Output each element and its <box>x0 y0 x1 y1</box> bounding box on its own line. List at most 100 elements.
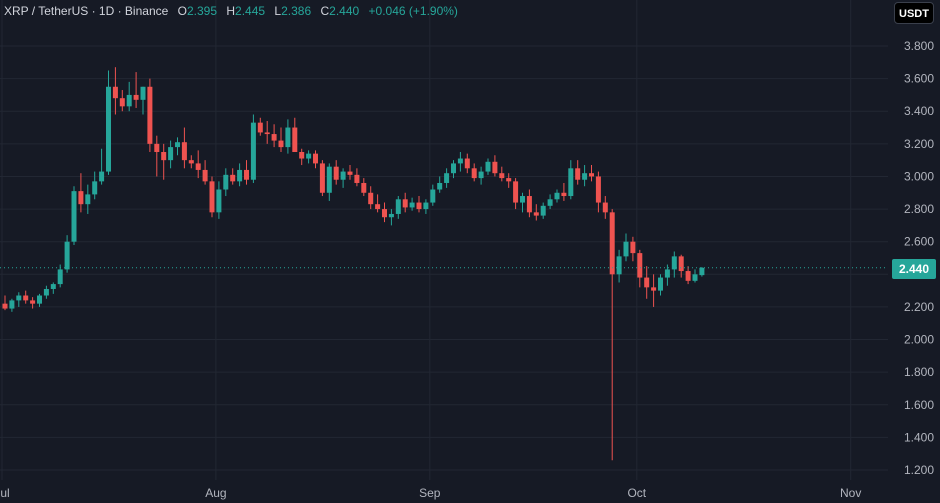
candle <box>354 168 360 187</box>
candle-body <box>382 209 387 218</box>
candle <box>651 274 657 307</box>
candle-body <box>209 181 215 213</box>
candle <box>209 176 215 218</box>
candle <box>306 150 312 164</box>
y-tick-label: 1.600 <box>904 398 934 412</box>
currency-button[interactable]: USDT <box>894 2 934 24</box>
candle-body <box>609 212 615 275</box>
candle-body <box>478 171 484 179</box>
candle-body <box>678 256 684 272</box>
candle <box>23 290 29 304</box>
y-tick-label: 3.800 <box>904 39 934 53</box>
time-axis[interactable]: Jul Aug Sep Oct Nov <box>0 486 861 500</box>
candle <box>106 70 111 175</box>
candle <box>499 166 505 182</box>
candle-body <box>140 86 146 100</box>
candle-body <box>375 204 381 210</box>
candle <box>678 254 684 278</box>
candle-body <box>319 163 325 193</box>
candle-body <box>437 182 443 190</box>
candle <box>313 150 318 169</box>
price-axis[interactable]: 1.2001.4001.6001.8002.0002.2002.4002.600… <box>904 39 934 477</box>
candle-body <box>119 98 125 107</box>
candle-body <box>402 199 408 208</box>
candle <box>347 165 353 180</box>
candle-body <box>485 161 491 172</box>
candle-body <box>464 158 470 169</box>
candle-body <box>78 191 84 205</box>
candle-body <box>43 288 49 296</box>
open-value: 2.395 <box>186 4 218 18</box>
candle-body <box>340 171 346 180</box>
symbol-label[interactable]: XRP / TetherUS · 1D · Binance <box>4 4 169 18</box>
candle <box>257 117 263 136</box>
high-value: 2.445 <box>235 4 266 18</box>
candle-body <box>347 171 353 175</box>
candle-body <box>444 173 450 183</box>
candle-body <box>333 166 339 180</box>
y-tick-label: 1.400 <box>904 430 934 444</box>
candle <box>602 196 608 219</box>
candle <box>623 233 629 262</box>
candle-body <box>326 166 332 193</box>
candle <box>540 202 546 219</box>
candle-body <box>71 191 77 242</box>
candle-body <box>30 300 36 304</box>
candle-body <box>409 202 415 208</box>
candle <box>430 184 436 206</box>
candle-body <box>2 303 8 309</box>
candle <box>9 298 15 312</box>
candle-body <box>368 192 374 205</box>
candle-body <box>250 122 256 180</box>
candle-body <box>223 174 229 190</box>
candle-body <box>106 86 111 172</box>
x-tick-label: Nov <box>840 486 861 500</box>
candle-body <box>395 199 401 214</box>
last-price-tag: 2.440 <box>892 259 936 279</box>
candle <box>326 163 332 201</box>
candle-body <box>630 241 636 254</box>
candle <box>78 173 84 213</box>
candle-body <box>64 241 70 270</box>
low-value: 2.386 <box>281 4 312 18</box>
candle-body <box>188 160 194 164</box>
candle <box>16 292 22 307</box>
candle <box>278 127 284 152</box>
candle <box>119 90 125 112</box>
candle-body <box>271 134 277 141</box>
y-tick-label: 2.800 <box>904 202 934 216</box>
candle-body <box>285 127 291 148</box>
candle <box>513 178 519 210</box>
close-value: 2.440 <box>329 4 360 18</box>
candle <box>375 194 381 213</box>
candle-body <box>471 168 477 179</box>
y-tick-label: 3.600 <box>904 72 934 86</box>
candle <box>533 204 539 221</box>
y-tick-label: 3.400 <box>904 104 934 118</box>
candle <box>271 124 277 148</box>
candle <box>464 153 470 174</box>
candle <box>595 171 601 213</box>
candle-body <box>112 86 118 99</box>
candle <box>568 160 574 200</box>
candle <box>416 196 422 213</box>
candle <box>382 202 387 223</box>
candle-body <box>582 173 588 180</box>
candle-body <box>547 199 553 206</box>
candle-body <box>513 181 519 203</box>
candle <box>575 160 581 185</box>
candle-body <box>361 182 367 193</box>
candle-body <box>595 176 601 203</box>
y-tick-label: 1.200 <box>904 463 934 477</box>
candle-body <box>540 205 546 216</box>
candle-body <box>520 196 525 203</box>
y-tick-label: 2.600 <box>904 235 934 249</box>
candle-body <box>195 163 201 170</box>
candle <box>457 152 463 172</box>
candle-body <box>575 168 581 180</box>
candle-body <box>16 295 22 301</box>
candle <box>37 293 42 307</box>
y-tick-label: 3.000 <box>904 169 934 183</box>
candle <box>589 165 594 182</box>
